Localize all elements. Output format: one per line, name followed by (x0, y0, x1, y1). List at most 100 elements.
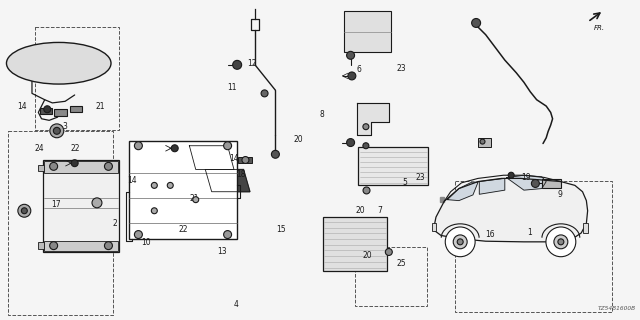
Text: 13: 13 (217, 247, 227, 257)
Circle shape (242, 156, 249, 164)
Bar (478, 138, 491, 147)
Circle shape (531, 180, 540, 188)
Polygon shape (357, 103, 389, 135)
Circle shape (223, 142, 232, 150)
Text: 23: 23 (396, 63, 406, 73)
Circle shape (104, 162, 113, 170)
Circle shape (151, 182, 157, 188)
Text: 1: 1 (527, 228, 532, 237)
Text: 21: 21 (189, 194, 199, 203)
Bar (358, 147, 428, 185)
Text: 22: 22 (70, 144, 80, 153)
Circle shape (457, 239, 463, 245)
Circle shape (50, 242, 58, 250)
Circle shape (385, 249, 392, 255)
Circle shape (53, 127, 60, 134)
Bar (455, 180, 612, 312)
Text: 8: 8 (320, 109, 324, 118)
Circle shape (233, 60, 242, 69)
Circle shape (261, 90, 268, 97)
Text: 20: 20 (293, 135, 303, 144)
Circle shape (134, 231, 142, 238)
Circle shape (558, 239, 564, 245)
Circle shape (546, 227, 576, 257)
Polygon shape (433, 178, 588, 242)
Polygon shape (479, 178, 505, 194)
Bar (239, 157, 252, 163)
Text: 21: 21 (96, 101, 105, 111)
Circle shape (508, 172, 514, 178)
Circle shape (167, 182, 173, 188)
Text: 15: 15 (276, 225, 286, 234)
Bar (323, 217, 387, 271)
Bar (40, 108, 52, 114)
Text: 4: 4 (234, 300, 239, 309)
Bar (35, 27, 119, 130)
Text: 16: 16 (486, 230, 495, 239)
Text: 25: 25 (396, 259, 406, 268)
Text: TZ54B1600B: TZ54B1600B (597, 306, 636, 311)
Circle shape (134, 142, 142, 150)
Text: 14: 14 (127, 176, 137, 185)
Text: 18: 18 (236, 170, 245, 179)
Text: 14: 14 (230, 154, 239, 163)
Bar (344, 11, 392, 52)
Text: 7: 7 (378, 206, 382, 215)
Circle shape (472, 19, 481, 28)
Bar (355, 247, 427, 306)
Circle shape (18, 204, 31, 217)
Circle shape (44, 106, 51, 113)
Text: FR.: FR. (594, 25, 605, 31)
Circle shape (271, 150, 280, 158)
Circle shape (347, 139, 355, 147)
Circle shape (363, 187, 370, 194)
Circle shape (104, 242, 113, 250)
Text: 6: 6 (357, 65, 362, 74)
Bar (54, 109, 67, 116)
Bar (431, 223, 436, 231)
Polygon shape (507, 175, 546, 190)
Ellipse shape (6, 43, 111, 84)
Text: 24: 24 (35, 144, 44, 153)
Circle shape (92, 198, 102, 208)
Polygon shape (189, 146, 234, 170)
Bar (44, 241, 118, 252)
Bar (43, 160, 119, 252)
Circle shape (71, 160, 78, 167)
Text: 17: 17 (51, 200, 61, 209)
Circle shape (363, 124, 369, 130)
Circle shape (554, 235, 568, 249)
Bar (44, 161, 118, 173)
Text: 22: 22 (179, 225, 188, 234)
Text: 9: 9 (557, 190, 562, 199)
Circle shape (347, 51, 355, 59)
Circle shape (480, 139, 485, 144)
Text: 10: 10 (141, 238, 151, 247)
Text: 12: 12 (246, 59, 256, 68)
Bar (8, 132, 113, 316)
Text: 5: 5 (403, 178, 408, 187)
Circle shape (151, 208, 157, 214)
Circle shape (50, 162, 58, 170)
Bar (541, 179, 561, 188)
Polygon shape (447, 182, 478, 201)
Circle shape (21, 208, 28, 214)
Circle shape (453, 235, 467, 249)
Text: 20: 20 (363, 251, 372, 260)
Bar (38, 243, 44, 249)
Circle shape (223, 231, 232, 238)
Circle shape (50, 124, 64, 138)
Circle shape (193, 197, 199, 203)
Circle shape (363, 143, 369, 149)
Bar (582, 223, 588, 233)
Circle shape (348, 72, 356, 80)
Text: 23: 23 (415, 173, 425, 182)
Polygon shape (440, 197, 444, 202)
Text: 20: 20 (355, 206, 365, 215)
Text: 11: 11 (228, 83, 237, 92)
Text: 3: 3 (62, 122, 67, 131)
Circle shape (445, 227, 475, 257)
Text: 14: 14 (17, 101, 27, 111)
Bar (129, 141, 237, 239)
Text: 19: 19 (521, 173, 531, 182)
